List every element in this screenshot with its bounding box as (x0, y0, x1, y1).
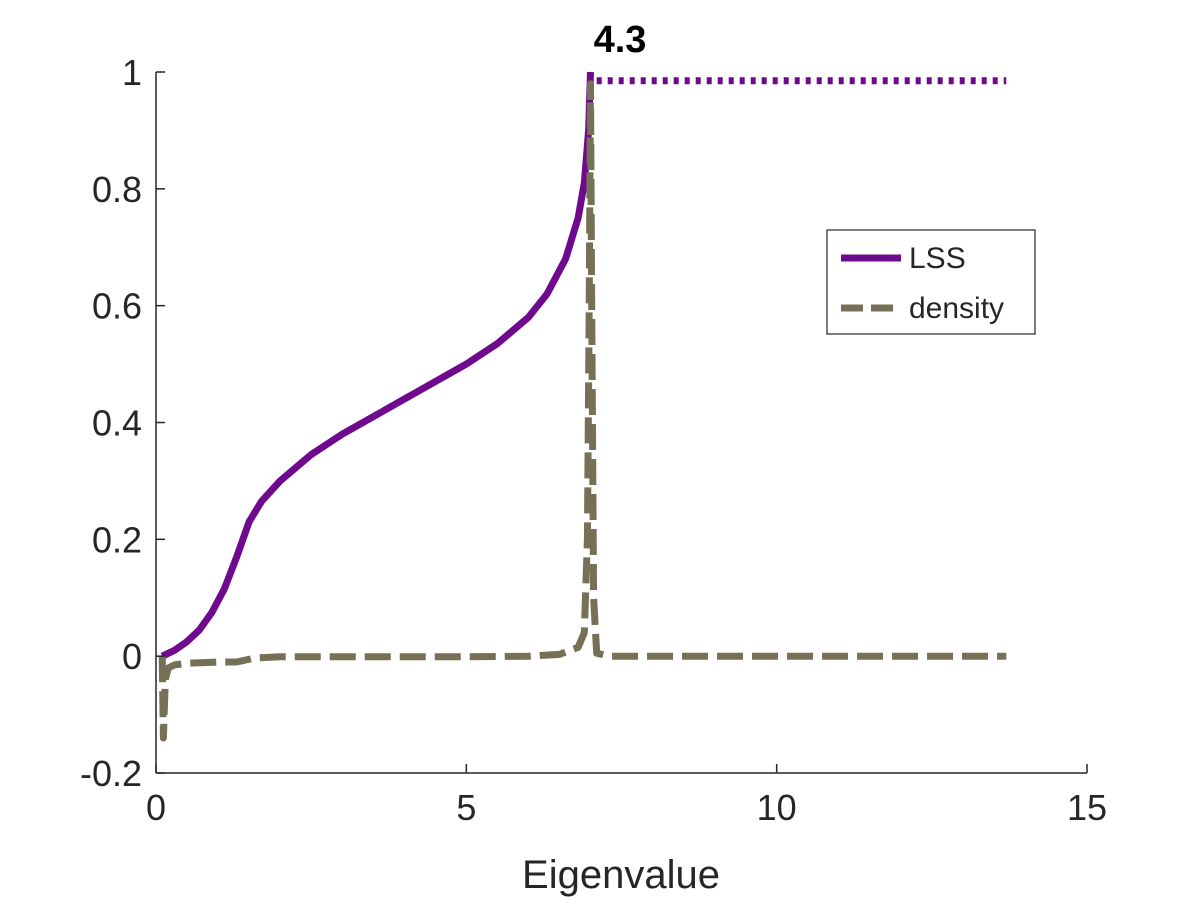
y-tick-label: 0 (122, 636, 142, 677)
y-tick-label: 0.8 (92, 169, 142, 210)
x-tick-label: 0 (146, 787, 166, 828)
legend-label: LSS (909, 242, 966, 275)
series-line-lss (160, 71, 594, 660)
y-tick-label: 0.2 (92, 519, 142, 560)
x-tick-label: 10 (757, 787, 797, 828)
y-tick-label: -0.2 (80, 753, 142, 794)
y-tick-label: 0.6 (92, 286, 142, 327)
series-line-density (158, 80, 1007, 742)
legend-label: density (909, 292, 1004, 325)
plot-area (158, 71, 1007, 742)
x-tick-label: 5 (456, 787, 476, 828)
x-tick-label: 15 (1067, 787, 1107, 828)
x-axis-title: Eigenvalue (522, 853, 720, 897)
y-tick-label: 1 (122, 52, 142, 93)
legend-box (826, 229, 1036, 335)
axes: 0 5 10 15-0.200.20.40.60.81 (80, 52, 1107, 828)
legend: LSS density (826, 229, 1036, 335)
y-tick-label: 0.4 (92, 403, 142, 444)
peak-annotation: 4.3 (594, 19, 647, 61)
